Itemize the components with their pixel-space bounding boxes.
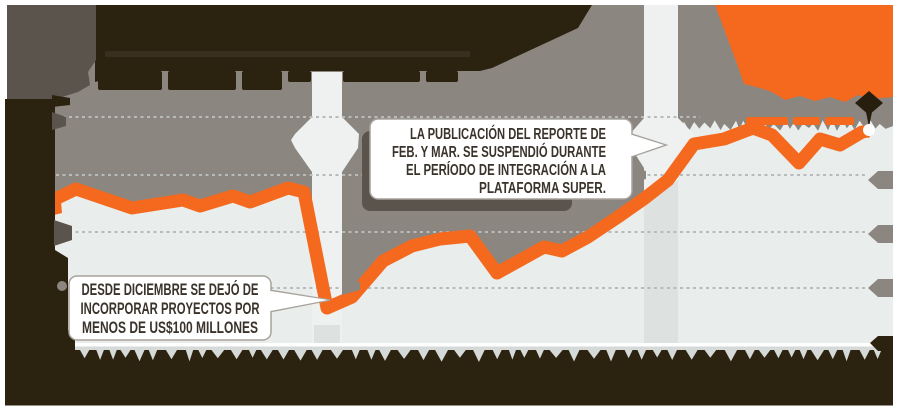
svg-text:EL PERÍODO DE INTEGRACIÓN A LA: EL PERÍODO DE INTEGRACIÓN A LA bbox=[406, 161, 606, 179]
svg-text:PLATAFORMA SUPER.: PLATAFORMA SUPER. bbox=[479, 180, 606, 197]
svg-text:LA PUBLICACIÓN DEL REPORTE DE: LA PUBLICACIÓN DEL REPORTE DE bbox=[410, 125, 606, 143]
svg-text:DESDE DICIEMBRE SE DEJÓ DE: DESDE DICIEMBRE SE DEJÓ DE bbox=[82, 280, 259, 299]
svg-text:FEB. Y MAR. SE SUSPENDIÓ DURAN: FEB. Y MAR. SE SUSPENDIÓ DURANTE bbox=[392, 143, 606, 161]
svg-text:INCORPORAR PROYECTOS POR: INCORPORAR PROYECTOS POR bbox=[81, 300, 260, 318]
svg-text:MENOS DE US$100 MILLONES: MENOS DE US$100 MILLONES bbox=[82, 319, 258, 337]
